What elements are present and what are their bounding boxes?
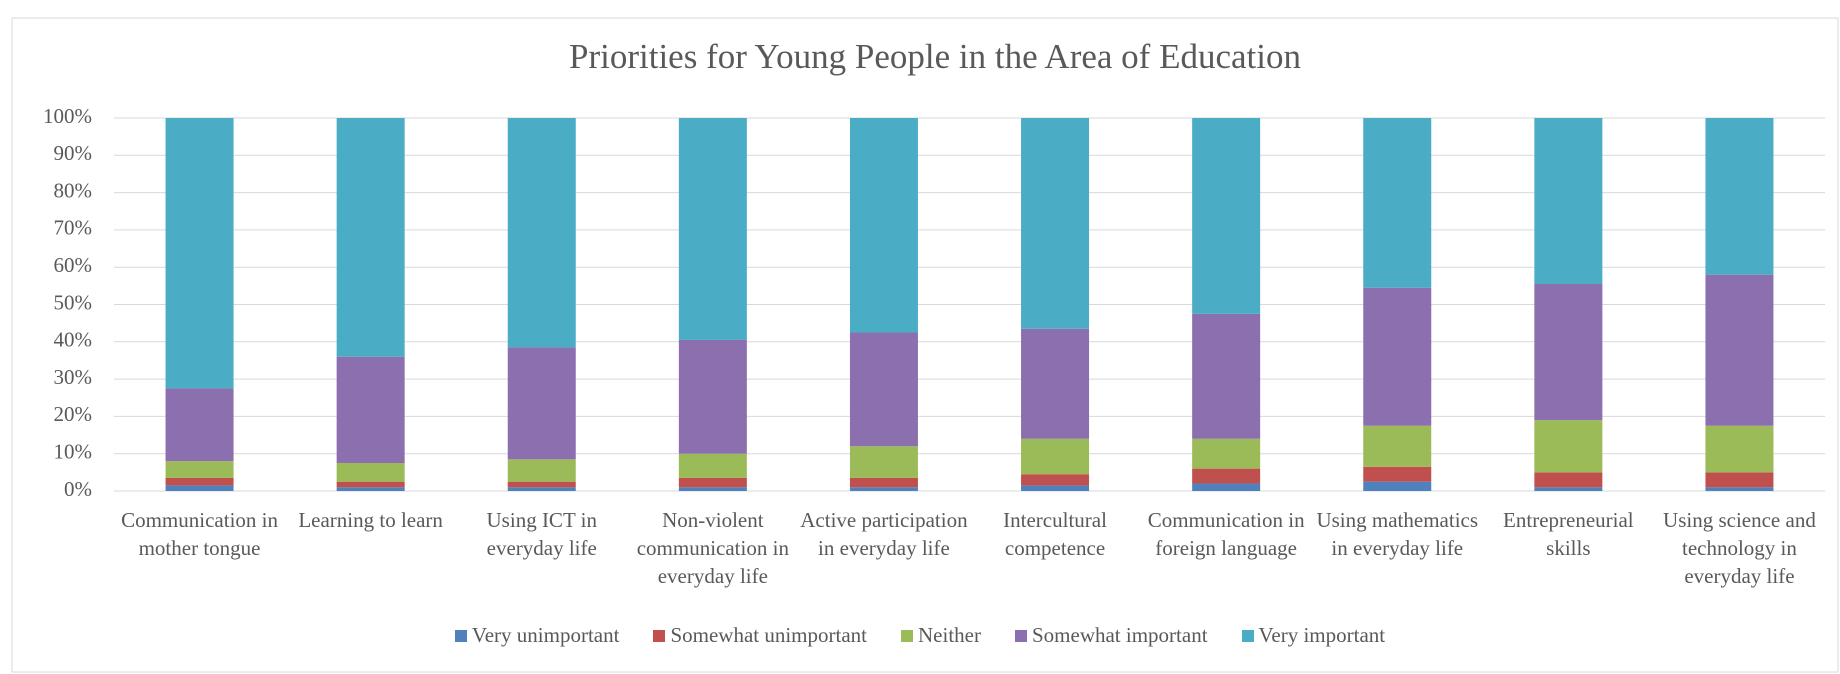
bar-segment bbox=[507, 487, 576, 491]
bar-segment bbox=[1363, 481, 1432, 491]
y-tick-label: 40% bbox=[54, 328, 93, 352]
bar-segment bbox=[1534, 472, 1603, 488]
bar-segment bbox=[336, 118, 405, 357]
chart-title: Priorities for Young People in the Area … bbox=[569, 37, 1301, 76]
bar-segment bbox=[678, 487, 747, 491]
x-tick-label: Using ICT in everyday life bbox=[486, 508, 597, 560]
y-tick-label: 0% bbox=[64, 477, 92, 501]
legend-swatch bbox=[1241, 629, 1254, 642]
legend-item: Neither bbox=[901, 623, 981, 648]
bar-segment bbox=[336, 356, 405, 464]
legend-swatch bbox=[653, 629, 666, 642]
bar-segment bbox=[507, 481, 576, 488]
bar-segment bbox=[1021, 118, 1090, 329]
legend-label: Very important bbox=[1258, 623, 1386, 647]
chart-border bbox=[11, 17, 1839, 673]
bar-segment bbox=[336, 463, 405, 482]
bar-segment bbox=[336, 481, 405, 488]
bar-segment bbox=[678, 477, 747, 488]
bar-segment bbox=[1021, 485, 1090, 491]
bar-segment bbox=[1534, 487, 1603, 491]
bar-segment bbox=[849, 118, 918, 333]
x-tick-label: Intercultural competence bbox=[1003, 508, 1107, 560]
bar-segment bbox=[1363, 118, 1432, 288]
bar-segment bbox=[507, 118, 576, 348]
y-tick-label: 90% bbox=[54, 141, 93, 165]
bar-segment bbox=[165, 477, 234, 486]
bar-segment bbox=[849, 477, 918, 488]
bar-segment bbox=[165, 461, 234, 478]
bar-segment bbox=[165, 118, 234, 389]
bar-segment bbox=[1705, 118, 1774, 275]
bar-segment bbox=[1192, 468, 1261, 484]
bar-segment bbox=[1192, 118, 1261, 314]
legend-item: Somewhat unimportant bbox=[653, 623, 867, 648]
bar-segment bbox=[849, 487, 918, 491]
bar-segment bbox=[1021, 438, 1090, 475]
legend-swatch bbox=[1014, 629, 1027, 642]
bar-segment bbox=[1705, 472, 1774, 488]
bar-segment bbox=[678, 118, 747, 340]
bar-segment bbox=[507, 459, 576, 482]
x-tick-label: Communication in mother tongue bbox=[121, 508, 278, 560]
y-tick-label: 30% bbox=[54, 365, 93, 389]
legend-item: Somewhat important bbox=[1014, 623, 1208, 648]
legend-label: Somewhat important bbox=[1031, 623, 1208, 647]
bar-segment bbox=[1192, 483, 1261, 491]
x-tick-label: Using science and technology in everyday… bbox=[1663, 508, 1816, 588]
bar-segment bbox=[1192, 438, 1261, 469]
x-tick-label: Learning to learn bbox=[298, 508, 443, 532]
y-tick-label: 80% bbox=[54, 178, 93, 202]
bar-segment bbox=[1363, 466, 1432, 482]
x-tick-label: Communication in foreign language bbox=[1147, 508, 1305, 560]
x-tick-label: Non-violent communication in everyday li… bbox=[636, 508, 789, 588]
bar-segment bbox=[849, 332, 918, 447]
bar-segment bbox=[165, 388, 234, 462]
bar-segment bbox=[678, 453, 747, 478]
legend: Very unimportant Somewhat unimportant Neit… bbox=[0, 623, 1840, 648]
bar-segment bbox=[1705, 274, 1774, 426]
bar-segment bbox=[1021, 474, 1090, 486]
y-tick-label: 20% bbox=[54, 402, 93, 426]
bar-segment bbox=[1363, 287, 1432, 426]
bar-segment bbox=[1534, 118, 1603, 284]
bar-segment bbox=[678, 339, 747, 454]
y-tick-label: 10% bbox=[54, 440, 93, 464]
x-tick-label: Active participation in everyday life bbox=[800, 508, 968, 560]
y-tick-label: 60% bbox=[54, 253, 93, 277]
legend-swatch bbox=[454, 629, 467, 642]
bar-segment bbox=[1705, 487, 1774, 491]
y-tick-label: 100% bbox=[43, 104, 92, 128]
bar-segment bbox=[1705, 425, 1774, 473]
bar-segment bbox=[1021, 328, 1090, 439]
bar-segment bbox=[507, 347, 576, 460]
bar-segment bbox=[849, 446, 918, 478]
x-tick-label: Using mathematics in everyday life bbox=[1316, 508, 1479, 560]
bar-segment bbox=[1534, 283, 1603, 421]
legend-swatch bbox=[901, 629, 913, 642]
legend-label: Neither bbox=[918, 623, 981, 647]
y-tick-label: 70% bbox=[54, 216, 93, 240]
legend-label: Very unimportant bbox=[471, 623, 620, 647]
bar-segment bbox=[1534, 420, 1603, 473]
x-tick-label: Entrepreneurial skills bbox=[1503, 508, 1634, 560]
bar-segment bbox=[336, 487, 405, 491]
bar-segment bbox=[1192, 313, 1261, 439]
legend-label: Somewhat unimportant bbox=[670, 623, 867, 647]
bar-segment bbox=[165, 485, 234, 491]
legend-item: Very unimportant bbox=[454, 623, 620, 648]
bar-segment bbox=[1363, 425, 1432, 467]
y-tick-label: 50% bbox=[54, 290, 93, 314]
legend-item: Very important bbox=[1241, 623, 1386, 648]
